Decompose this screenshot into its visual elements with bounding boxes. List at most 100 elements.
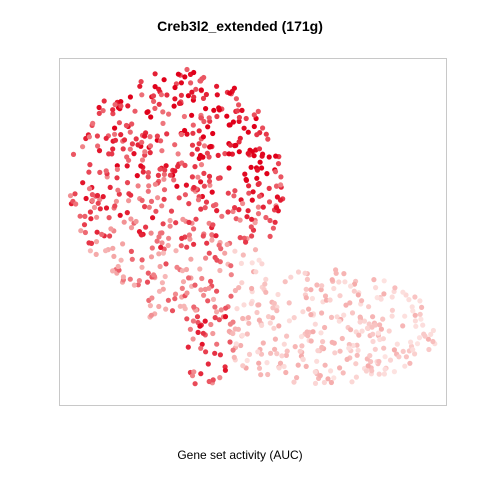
scatter-point xyxy=(366,304,372,310)
scatter-point xyxy=(209,237,215,243)
scatter-point xyxy=(127,94,133,100)
scatter-point xyxy=(149,295,155,301)
scatter-point xyxy=(113,198,119,204)
scatter-point xyxy=(272,219,278,225)
scatter-point xyxy=(328,314,335,320)
scatter-point xyxy=(233,96,239,102)
scatter-point xyxy=(195,174,201,180)
scatter-point xyxy=(353,361,359,367)
scatter-point xyxy=(380,336,386,342)
scatter-point xyxy=(400,348,406,354)
scatter-point xyxy=(412,351,418,357)
scatter-point xyxy=(189,142,196,148)
scatter-point xyxy=(107,233,113,239)
scatter-point xyxy=(353,374,359,380)
scatter-point xyxy=(118,103,124,109)
scatter-point xyxy=(176,195,182,201)
scatter-point xyxy=(103,205,110,211)
scatter-point xyxy=(67,193,74,199)
scatter-point xyxy=(298,334,305,340)
scatter-point xyxy=(151,98,157,104)
scatter-point xyxy=(206,173,213,179)
scatter-point xyxy=(124,163,130,169)
scatter-point xyxy=(116,191,122,197)
scatter-point xyxy=(169,308,176,314)
scatter-point xyxy=(256,360,262,366)
scatter-point xyxy=(144,279,151,285)
scatter-point xyxy=(121,137,128,143)
scatter-point xyxy=(114,175,120,181)
scatter-point xyxy=(284,348,290,354)
scatter-point xyxy=(112,137,119,143)
scatter-point xyxy=(300,356,306,363)
scatter-point xyxy=(201,292,207,298)
scatter-point xyxy=(239,280,245,286)
scatter-point xyxy=(167,172,173,178)
scatter-point xyxy=(118,257,124,263)
scatter-point xyxy=(255,108,261,114)
scatter-point xyxy=(367,353,373,359)
scatter-point xyxy=(178,131,185,138)
scatter-point xyxy=(216,105,222,111)
scatter-point xyxy=(180,279,187,285)
scatter-point xyxy=(159,203,165,209)
scatter-point xyxy=(381,278,387,284)
scatter-point xyxy=(101,98,107,104)
scatter-point xyxy=(224,113,230,119)
scatter-point xyxy=(188,80,194,86)
scatter-point xyxy=(251,153,257,159)
scatter-point xyxy=(254,309,260,316)
scatter-point xyxy=(148,198,155,204)
scatter-point xyxy=(166,235,172,241)
scatter-point xyxy=(245,129,251,135)
scatter-point xyxy=(191,304,197,310)
scatter-point xyxy=(208,321,214,328)
scatter-point xyxy=(115,187,121,193)
scatter-point xyxy=(129,256,135,262)
scatter-point xyxy=(288,274,294,280)
scatter-point xyxy=(231,85,237,91)
scatter-point xyxy=(227,339,233,345)
scatter-point xyxy=(215,175,222,181)
scatter-point xyxy=(128,216,134,222)
scatter-point xyxy=(277,360,284,366)
scatter-point xyxy=(146,183,152,189)
scatter-point xyxy=(80,180,86,186)
scatter-point xyxy=(258,372,264,378)
scatter-point xyxy=(343,302,349,308)
scatter-point xyxy=(158,244,164,250)
scatter-point xyxy=(237,217,243,223)
scatter-point xyxy=(249,233,255,239)
scatter-point xyxy=(81,222,88,228)
scatter-point xyxy=(77,213,83,219)
scatter-point xyxy=(156,251,162,257)
scatter-point xyxy=(253,269,259,275)
scatter-point xyxy=(181,113,187,120)
scatter-point xyxy=(232,326,238,332)
scatter-point xyxy=(357,319,363,325)
scatter-point xyxy=(342,279,348,285)
scatter-point xyxy=(260,151,266,157)
scatter-point xyxy=(244,331,250,337)
scatter-point xyxy=(212,304,218,310)
scatter-point xyxy=(160,120,166,126)
scatter-point xyxy=(146,204,152,210)
scatter-point xyxy=(214,309,220,315)
scatter-point xyxy=(192,381,198,387)
scatter-point xyxy=(246,190,252,196)
scatter-point xyxy=(251,112,257,118)
scatter-point xyxy=(227,90,233,96)
scatter-point xyxy=(131,282,137,288)
scatter-point xyxy=(256,317,262,323)
scatter-point xyxy=(172,142,178,148)
scatter-point xyxy=(144,109,150,115)
chart-title: Creb3l2_extended (171g) xyxy=(157,18,323,34)
scatter-point xyxy=(186,219,192,225)
scatter-point xyxy=(189,151,195,157)
scatter-point xyxy=(189,112,195,118)
scatter-point xyxy=(191,369,197,375)
scatter-point xyxy=(199,341,205,347)
scatter-point xyxy=(159,148,165,154)
scatter-point xyxy=(223,305,229,311)
scatter-point xyxy=(266,199,273,205)
